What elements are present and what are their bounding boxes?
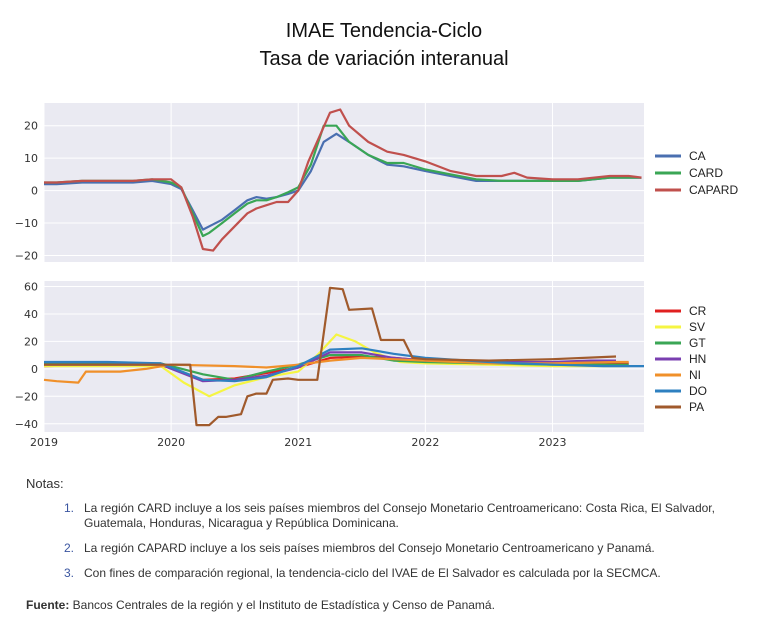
legend-label-do: DO — [689, 384, 707, 398]
note-text: La región CAPARD incluye a los seis país… — [84, 541, 655, 555]
series-line-capard — [44, 108, 642, 252]
legend-label-gt: GT — [689, 336, 706, 350]
source-text: Bancos Centrales de la región y el Insti… — [69, 598, 495, 612]
chart-area: −20 −10 0 10 20 CA CARD CAPARD −40 −20 0 20 40 60 2019… — [15, 103, 738, 449]
source-label: Fuente: — [26, 598, 70, 612]
y-tick-label: −40 — [15, 418, 38, 431]
y-tick-label: −20 — [15, 390, 38, 403]
y-tick-label: 0 — [31, 363, 38, 376]
note-item: 1. La región CARD incluye a los seis país… — [26, 501, 756, 531]
note-item: 2. La región CAPARD incluye a los seis pa… — [26, 541, 756, 556]
notes-section: Notas: 1. La región CARD incluye a los se… — [26, 476, 756, 591]
x-tick-label: 2023 — [538, 436, 566, 449]
legend-label-sv: SV — [689, 320, 705, 334]
x-tick-label: 2020 — [157, 436, 185, 449]
note-text: La región CARD incluye a los seis países… — [84, 501, 715, 530]
legend-label-ni: NI — [689, 368, 701, 382]
y-tick-label: 20 — [24, 335, 38, 348]
y-tick-label: −20 — [15, 250, 38, 263]
series-line-do — [44, 347, 644, 383]
y-tick-label: 20 — [24, 120, 38, 133]
series-line-pa — [44, 286, 617, 427]
notes-title: Notas: — [26, 476, 64, 491]
chart-title-line2: Tasa de variación interanual — [259, 48, 509, 70]
note-number: 3. — [63, 566, 74, 580]
legend-label-cr: CR — [689, 304, 707, 318]
legend-label-ca: CA — [689, 149, 706, 163]
x-tick-label: 2021 — [284, 436, 312, 449]
y-tick-label: 60 — [24, 280, 38, 293]
y-tick-label: 0 — [31, 185, 38, 198]
x-tick-label: 2022 — [411, 436, 439, 449]
legend-label-pa: PA — [689, 400, 704, 414]
series-line-card — [44, 124, 642, 238]
legend-label-capard: CAPARD — [689, 183, 738, 197]
x-tick-label: 2019 — [30, 436, 58, 449]
notes-list: 1. La región CARD incluye a los seis país… — [26, 501, 756, 581]
y-tick-label: 40 — [24, 308, 38, 321]
y-tick-label: 10 — [24, 152, 38, 165]
source-line: Fuente: Bancos Centrales de la región y … — [26, 598, 495, 612]
note-number: 1. — [63, 501, 74, 515]
note-number: 2. — [63, 541, 74, 555]
legend-label-hn: HN — [689, 352, 706, 366]
note-text: Con fines de comparación regional, la te… — [84, 566, 661, 580]
series-line-hn — [44, 351, 616, 383]
legend-label-card: CARD — [689, 166, 723, 180]
y-tick-label: −10 — [15, 217, 38, 230]
note-item: 3. Con fines de comparación regional, la … — [26, 566, 756, 581]
chart-title-line1: IMAE Tendencia-Ciclo — [285, 20, 483, 42]
